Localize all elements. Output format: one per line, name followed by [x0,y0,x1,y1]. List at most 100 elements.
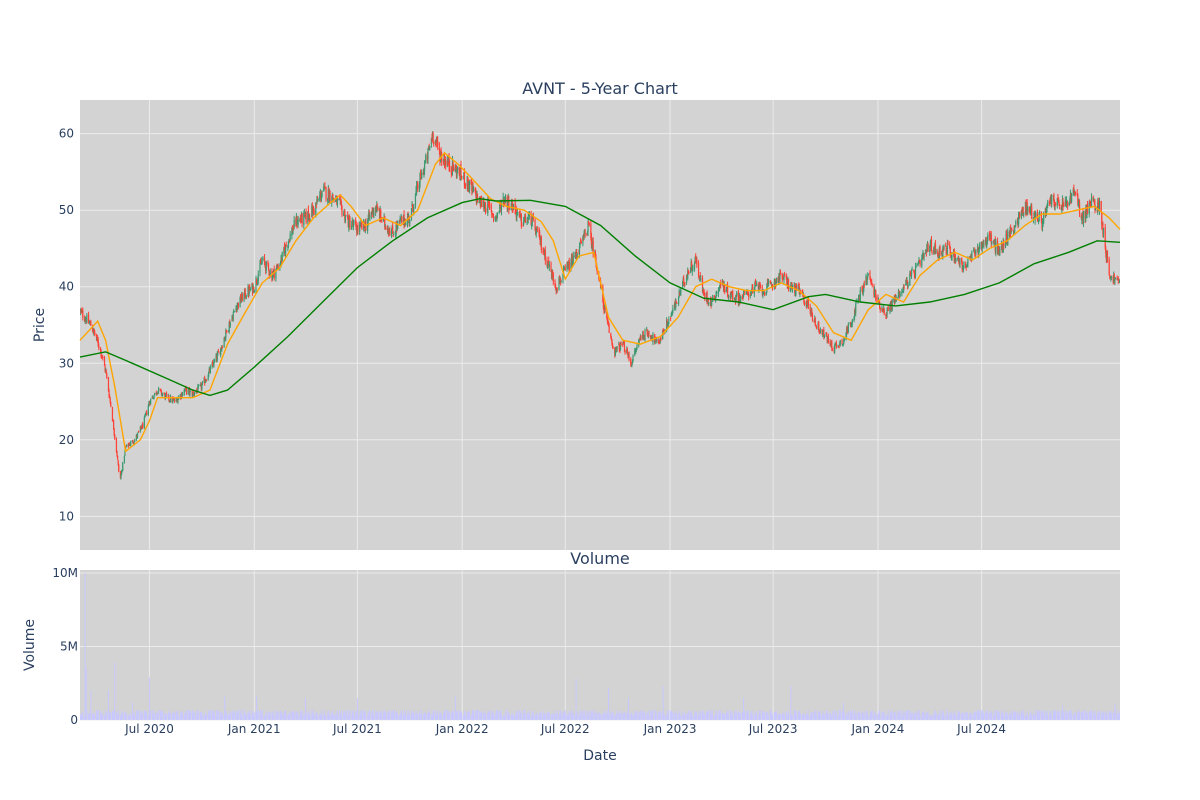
volume-bar [544,713,546,720]
candle-body [91,326,94,332]
volume-bar [1012,710,1014,720]
candle-body [766,284,768,292]
volume-bar [361,709,363,720]
volume-bar [343,710,345,720]
volume-bar [404,714,406,720]
volume-bar [228,713,230,720]
volume-bar [445,709,447,720]
candle-body [514,202,516,211]
candle-body [875,290,877,299]
volume-bar [752,715,754,720]
volume-bar [289,713,291,720]
candle-body [435,140,437,144]
volume-bar [564,711,566,720]
volume-bar [1086,715,1088,720]
volume-bar [687,711,689,720]
candle-body [630,363,632,366]
candle-body [105,369,107,371]
volume-bar [319,713,321,720]
candle-body [177,399,179,403]
volume-bar [344,711,346,720]
volume-bar [291,711,293,720]
candle-body [442,161,444,163]
candle-body [135,435,137,440]
volume-bar [531,711,533,720]
volume-bar [886,715,888,720]
candle-body [308,215,311,220]
candle-body [921,258,923,266]
volume-bar [438,714,440,720]
volume-bar [943,714,945,720]
candle-body [677,296,680,304]
candle-body [325,187,327,200]
volume-bar [670,712,672,720]
candle-body [535,230,537,235]
volume-bar [624,713,626,720]
candle-body [687,269,689,273]
volume-bar [859,712,861,720]
volume-bar [464,711,466,720]
volume-bar [725,713,727,720]
candle-body [1029,209,1032,212]
volume-bar [92,713,94,720]
candle-body [140,428,143,430]
volume-bar [604,714,606,720]
candle-body [548,264,550,268]
volume-bar [333,714,335,720]
volume-bar [942,712,944,720]
volume-bar [281,712,283,720]
volume-bar [277,710,279,720]
volume-bar [1046,710,1048,720]
volume-bar [985,711,987,720]
candle-body [735,296,737,301]
volume-bar [1065,713,1067,720]
volume-bar [416,713,418,720]
volume-bar [678,715,680,720]
candle-body [627,354,629,356]
volume-bar [838,715,840,720]
volume-bar [84,572,86,720]
candle-body [120,471,123,475]
volume-bar [575,713,577,720]
volume-bar [239,710,241,720]
candle-body [111,407,114,421]
candle-body [494,216,496,220]
volume-bar [507,715,509,720]
candle-body [845,333,847,341]
volume-bar [769,709,771,720]
volume-bar [1057,714,1059,720]
candle-body [622,344,624,346]
short-moving-average-line [79,151,1121,453]
candle-body [371,212,373,216]
candle-body [757,284,759,289]
candle-body [265,261,267,271]
candle-body [675,302,677,303]
volume-bar [1046,715,1048,720]
volume-bar [1035,709,1037,720]
candle-body [157,391,159,394]
volume-bar [489,711,491,720]
volume-bar [496,709,498,720]
candle-body [588,222,590,224]
volume-bar [352,711,354,720]
candle-body [869,279,872,281]
volume-bar [375,710,377,720]
candle-body [240,300,242,302]
volume-bar [989,713,991,720]
volume-bar [181,711,183,720]
volume-bar [658,711,660,720]
candle-body [979,242,981,249]
candle-body [846,327,848,331]
volume-bar [730,715,732,720]
candle-body [863,284,865,292]
volume-bar [719,714,721,720]
volume-bar [965,711,967,720]
volume-bar [746,710,748,720]
volume-bar [1024,715,1026,720]
volume-bar [1040,710,1042,720]
candle-body [767,281,770,284]
volume-bar [1016,711,1018,720]
volume-bar [977,709,979,720]
volume-bar [591,710,593,720]
candle-body [409,220,411,225]
